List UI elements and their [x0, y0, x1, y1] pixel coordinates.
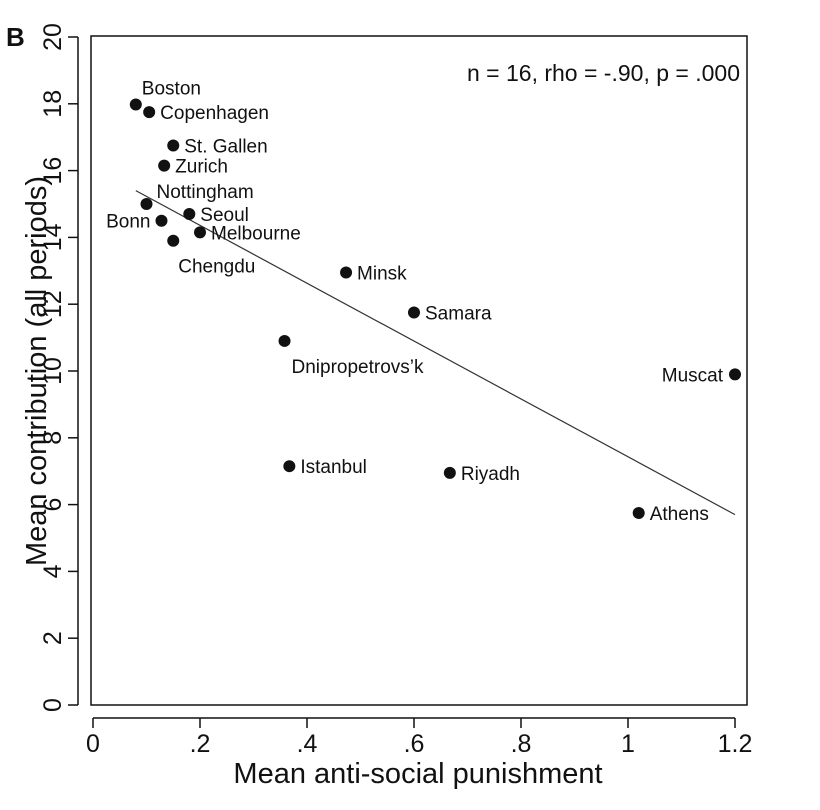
data-point-label: Riyadh [461, 464, 520, 485]
y-tick-label: 8 [39, 431, 67, 445]
x-tick-label: .8 [511, 730, 532, 758]
data-point [158, 159, 171, 172]
data-point-label: Copenhagen [160, 103, 269, 124]
x-tick-label: .4 [297, 730, 318, 758]
data-point [340, 266, 353, 279]
x-tick-label: .6 [404, 730, 425, 758]
y-tick-label: 2 [39, 631, 67, 645]
data-point [283, 460, 296, 473]
data-point-label: Nottingham [157, 182, 254, 203]
x-tick-label: 0 [86, 730, 100, 758]
data-point [194, 226, 206, 239]
plot-frame [90, 35, 748, 706]
data-point-label: Zurich [175, 157, 228, 178]
data-point [167, 139, 180, 152]
data-point [183, 208, 196, 221]
x-tick-label: .2 [190, 730, 211, 758]
y-tick-label: 18 [39, 90, 67, 118]
regression-line-group [135, 190, 736, 516]
data-point [167, 234, 180, 247]
data-point [129, 98, 142, 111]
y-tick-label: 20 [39, 23, 67, 51]
x-tick-label: 1 [621, 730, 635, 758]
data-point-label: Samara [425, 304, 492, 325]
data-point-label: Seoul [200, 205, 249, 226]
data-point [443, 466, 456, 479]
y-tick-label: 4 [39, 564, 67, 578]
y-tick-label: 6 [39, 498, 67, 512]
y-tick-label: 10 [39, 357, 67, 385]
data-point-label: Muscat [662, 365, 724, 386]
y-tick-label: 0 [39, 698, 67, 712]
y-axis: 0 2 4 6 8 10 12 14 16 18 20 [39, 23, 79, 712]
x-axis-title: Mean anti-social punishment [233, 758, 602, 790]
x-tick-label: 1.2 [718, 730, 753, 758]
stats-annotation: n = 16, rho = -.90, p = .000 [467, 60, 740, 86]
data-point [408, 306, 420, 319]
data-point [143, 106, 156, 119]
data-point-label: Istanbul [300, 457, 367, 478]
panel-letter: B [6, 22, 25, 52]
data-point-label: Minsk [357, 263, 407, 284]
data-point [632, 506, 645, 519]
data-point-label: Bonn [106, 212, 150, 233]
data-point-label: Melbourne [211, 223, 301, 244]
data-point [278, 334, 291, 347]
data-point-label: Chengdu [178, 257, 255, 278]
data-point-label: Athens [650, 504, 709, 525]
y-tick-label: 12 [39, 290, 67, 318]
y-axis-title: Mean contribution (all periods) [21, 176, 53, 566]
data-point-label: Dnipropetrovs’k [292, 357, 424, 378]
data-point-label: Boston [142, 78, 201, 99]
y-tick-label: 16 [39, 157, 67, 185]
data-point [140, 198, 153, 210]
y-tick-label: 14 [39, 223, 67, 251]
data-point [729, 368, 741, 381]
data-point [155, 214, 168, 227]
x-axis: 0 .2 .4 .6 .8 1 1.2 [86, 717, 753, 758]
data-point-label: St. Gallen [184, 137, 267, 158]
regression-line [135, 190, 736, 516]
